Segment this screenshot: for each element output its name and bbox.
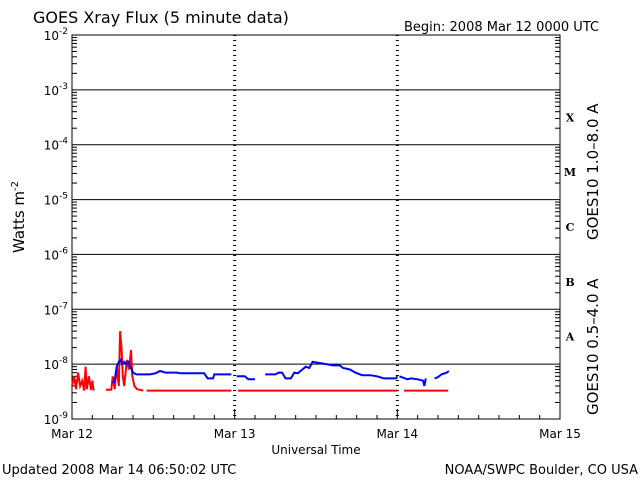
begin-label: Begin: 2008 Mar 12 0000 UTC xyxy=(404,20,599,35)
footer-credit: NOAA/SWPC Boulder, CO USA xyxy=(445,463,638,478)
series-short-wave-line xyxy=(236,375,255,381)
grid xyxy=(72,35,560,419)
flare-class-label: C xyxy=(566,221,575,234)
y-tick-label: 10-2 xyxy=(44,27,68,43)
series-short-wave-line xyxy=(434,370,450,380)
series-long-wave-line xyxy=(71,366,95,391)
footer-updated: Updated 2008 Mar 14 06:50:02 UTC xyxy=(2,463,236,478)
y-axis-label-exponent: -2 xyxy=(10,181,21,191)
y-axis-label-text: Watts m xyxy=(10,191,28,253)
plot-frame xyxy=(71,34,561,420)
y-tick-label: 10-4 xyxy=(44,137,69,153)
y-tick-label: 10-3 xyxy=(44,82,68,98)
y-tick-label: 10-7 xyxy=(44,301,68,317)
legend-series-short-wave: GOES10 0.5–4.0 A xyxy=(584,278,602,415)
y-axis-label: Watts m-2 xyxy=(10,181,28,253)
flare-class-label: M xyxy=(564,166,576,179)
y-tick-label: 10-6 xyxy=(44,246,69,262)
chart-title: GOES Xray Flux (5 minute data) xyxy=(33,8,289,27)
x-tick-label: Mar 12 xyxy=(51,427,93,441)
y-tick-labels: 10-9 10-8 10-7 10-6 10-5 10-4 10-3 10-2 xyxy=(44,27,69,427)
x-tick-label: Mar 14 xyxy=(376,427,418,441)
series-short-wave-line xyxy=(399,375,427,387)
y-tick-label: 10-8 xyxy=(44,356,69,372)
x-tick-label: Mar 13 xyxy=(214,427,256,441)
x-axis-label: Universal Time xyxy=(271,443,360,457)
y-tick-label: 10-5 xyxy=(44,192,68,208)
flare-class-label: X xyxy=(566,111,575,124)
series-short-wave-line xyxy=(111,357,232,384)
series-short-wave-line xyxy=(265,360,399,380)
series-lines xyxy=(71,331,450,392)
series-long-wave-line xyxy=(105,331,144,392)
flare-class-label: A xyxy=(565,331,575,344)
legend-series-long-wave: GOES10 1.0–8.0 A xyxy=(584,103,602,240)
x-tick-label: Mar 15 xyxy=(539,427,581,441)
x-tick-labels: Mar 12 Mar 13 Mar 14 Mar 15 xyxy=(51,427,581,441)
flare-class-label: B xyxy=(565,276,574,289)
flare-class-labels: X M C B A xyxy=(564,111,576,343)
y-tick-label: 10-9 xyxy=(44,411,69,427)
